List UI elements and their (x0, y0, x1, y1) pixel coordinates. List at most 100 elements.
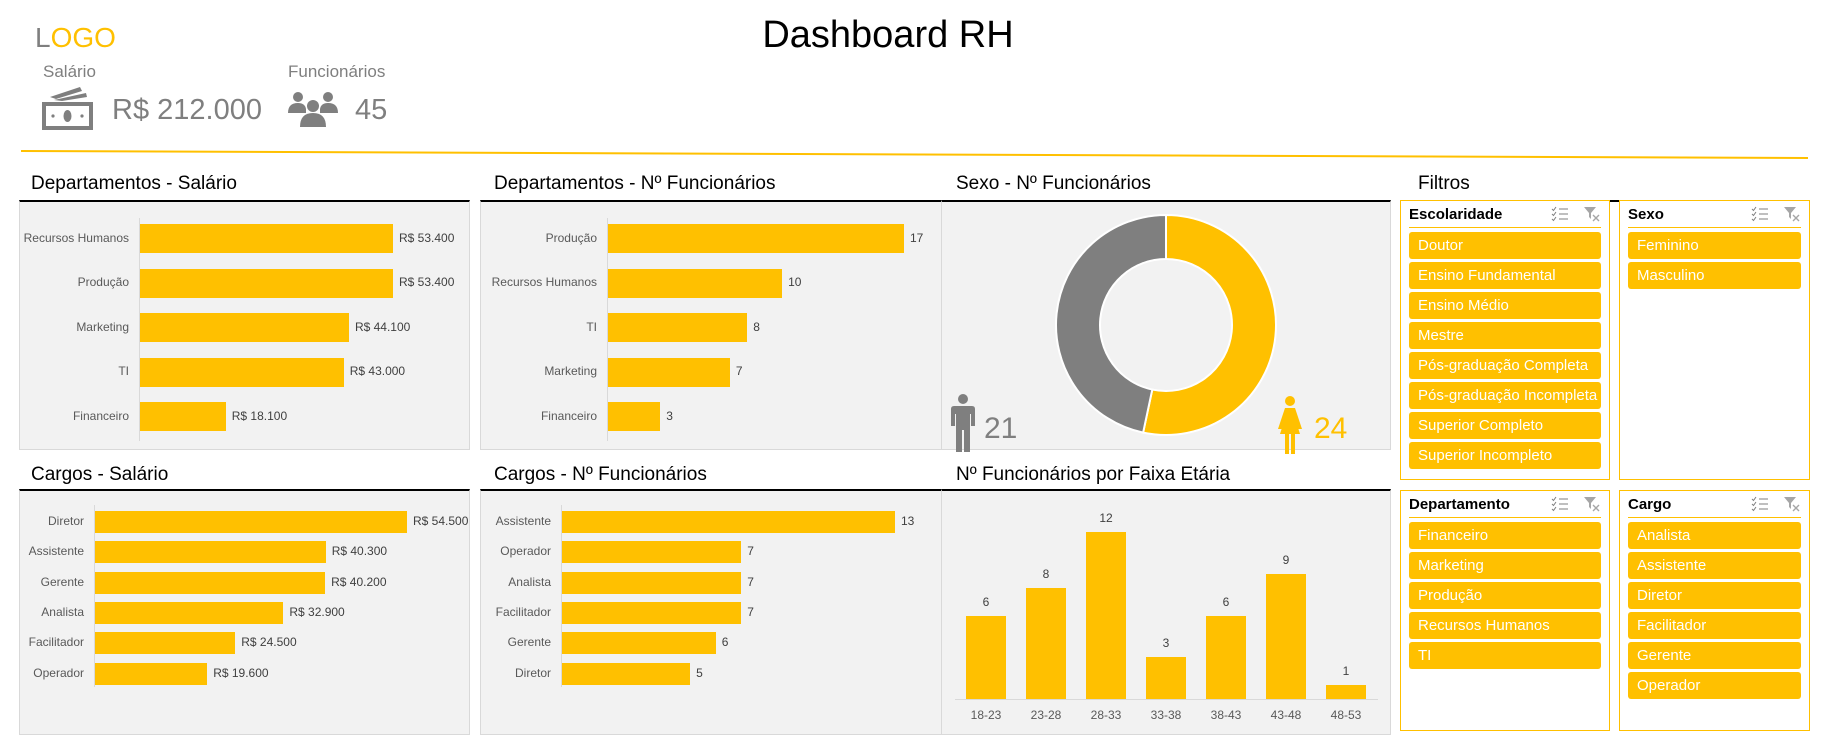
slicer-item[interactable]: Pós-graduação Incompleta (1409, 382, 1601, 409)
slicer-item[interactable]: Diretor (1628, 582, 1801, 609)
money-icon (42, 87, 93, 130)
slicer-item[interactable]: Feminino (1628, 232, 1801, 259)
bar (140, 402, 226, 432)
slicer-item[interactable]: Gerente (1628, 642, 1801, 669)
slicer-divider (1628, 227, 1801, 228)
category-label: Analista (508, 574, 551, 589)
clear-filter-icon[interactable] (1583, 206, 1601, 222)
category-label: 33-38 (1150, 708, 1182, 722)
slicer-item[interactable]: Financeiro (1409, 522, 1601, 549)
male-icon (951, 394, 975, 452)
slicer-item[interactable]: Ensino Médio (1409, 292, 1601, 319)
category-label: Operador (33, 665, 84, 680)
data-label: 3 (666, 408, 673, 423)
data-label: 13 (901, 514, 915, 528)
multi-select-icon[interactable] (1551, 496, 1569, 512)
slicer-item[interactable]: Recursos Humanos (1409, 612, 1601, 639)
salary-label: Salário (43, 62, 96, 81)
category-label: Financeiro (540, 408, 597, 423)
data-label: 12 (1099, 511, 1113, 526)
bar (562, 662, 691, 685)
role-salary-chart: Diretor R$ 54.500 Assistente R$ 40.300 Geren… (19, 489, 470, 735)
category-label: Assistente (28, 544, 84, 559)
bar (95, 511, 407, 533)
logo: LOGO (35, 22, 116, 53)
data-label: R$ 40.300 (331, 544, 388, 559)
data-label: R$ 53.400 (399, 230, 455, 245)
slicer-item[interactable]: Assistente (1628, 552, 1801, 579)
slicer-item[interactable]: Operador (1628, 672, 1801, 699)
data-label: R$ 32.900 (289, 604, 345, 619)
data-label: 7 (747, 604, 754, 619)
category-axis (607, 218, 608, 441)
slicer-item[interactable]: Facilitador (1628, 612, 1801, 639)
bar (95, 541, 326, 564)
slicer-item[interactable]: Masculino (1628, 262, 1801, 289)
category-label: Marketing (544, 364, 597, 379)
category-label: 38-43 (1210, 708, 1242, 722)
dept-count-chart: Produção 17 Recursos Humanos 10 TI 8 Marketing… (480, 200, 942, 450)
multi-select-icon[interactable] (1751, 496, 1769, 512)
age-title: Nº Funcionários por Faixa Etária (956, 464, 1231, 485)
category-label: Gerente (507, 635, 551, 650)
header-divider (20, 150, 1809, 159)
category-label: Financeiro (72, 408, 129, 423)
sex-title: Sexo - Nº Funcionários (956, 173, 1151, 194)
data-label: 8 (1042, 566, 1050, 581)
role-count-title: Cargos - Nº Funcionários (494, 464, 707, 485)
slicer-item[interactable]: Marketing (1409, 552, 1601, 579)
x-axis (955, 699, 1378, 700)
bar (140, 224, 393, 253)
category-axis (139, 218, 140, 441)
data-label: 6 (721, 635, 729, 650)
clear-filter-icon[interactable] (1583, 496, 1601, 512)
clear-filter-icon[interactable] (1783, 496, 1801, 512)
bar (562, 571, 742, 594)
data-label: R$ 40.200 (331, 574, 387, 589)
data-label: R$ 24.500 (241, 635, 297, 650)
role-salary-title: Cargos - Salário (31, 464, 169, 485)
slicer-title: Departamento (1409, 496, 1510, 513)
bar (95, 571, 326, 594)
slicer-item[interactable]: Produção (1409, 582, 1601, 609)
slicer-item[interactable]: Analista (1628, 522, 1801, 549)
slicer-item[interactable]: Superior Incompleto (1409, 442, 1601, 469)
male-count: 21 (984, 412, 1018, 445)
clear-filter-icon[interactable] (1783, 206, 1801, 222)
bar (608, 313, 748, 343)
category-label: Facilitador (28, 635, 84, 650)
bar (1026, 587, 1066, 699)
multi-select-icon[interactable] (1551, 206, 1569, 222)
bar (966, 615, 1006, 699)
category-label: Facilitador (495, 604, 551, 619)
data-label: 10 (788, 275, 802, 290)
data-label: 17 (910, 230, 924, 245)
data-label: R$ 43.000 (349, 364, 406, 379)
slicer-item[interactable]: TI (1409, 642, 1601, 669)
slicer-sexo: Sexo Feminino Masculino (1619, 200, 1810, 480)
slicer-item[interactable]: Pós-graduação Completa (1409, 352, 1601, 379)
category-label: Recursos Humanos (491, 275, 597, 290)
salary-value: R$ 212.000 (112, 94, 262, 126)
category-axis (561, 505, 562, 687)
data-label: 6 (1222, 594, 1230, 609)
category-label: 23-28 (1030, 708, 1062, 722)
slicer-item[interactable]: Ensino Fundamental (1409, 262, 1601, 289)
slicer-item[interactable]: Mestre (1409, 322, 1601, 349)
category-label: TI (586, 319, 597, 334)
multi-select-icon[interactable] (1751, 206, 1769, 222)
bar (562, 541, 742, 564)
slicer-divider (1628, 517, 1801, 518)
data-label: R$ 44.100 (354, 319, 411, 334)
slicer-item[interactable]: Doutor (1409, 232, 1601, 259)
age-chart: 6 18-23 8 23-28 12 28-33 3 33-38 6 38-43 9 43-48 1 48… (941, 489, 1391, 735)
filters-title: Filtros (1418, 173, 1470, 194)
data-label: 5 (696, 665, 703, 680)
slicer-item[interactable]: Superior Completo (1409, 412, 1601, 439)
data-label: R$ 54.500 (413, 514, 469, 528)
data-label: 1 (1342, 664, 1350, 679)
category-label: 18-23 (970, 708, 1002, 722)
sex-chart: 21 24 (941, 200, 1391, 454)
data-label: R$ 53.400 (399, 275, 455, 290)
bar (1266, 573, 1306, 699)
